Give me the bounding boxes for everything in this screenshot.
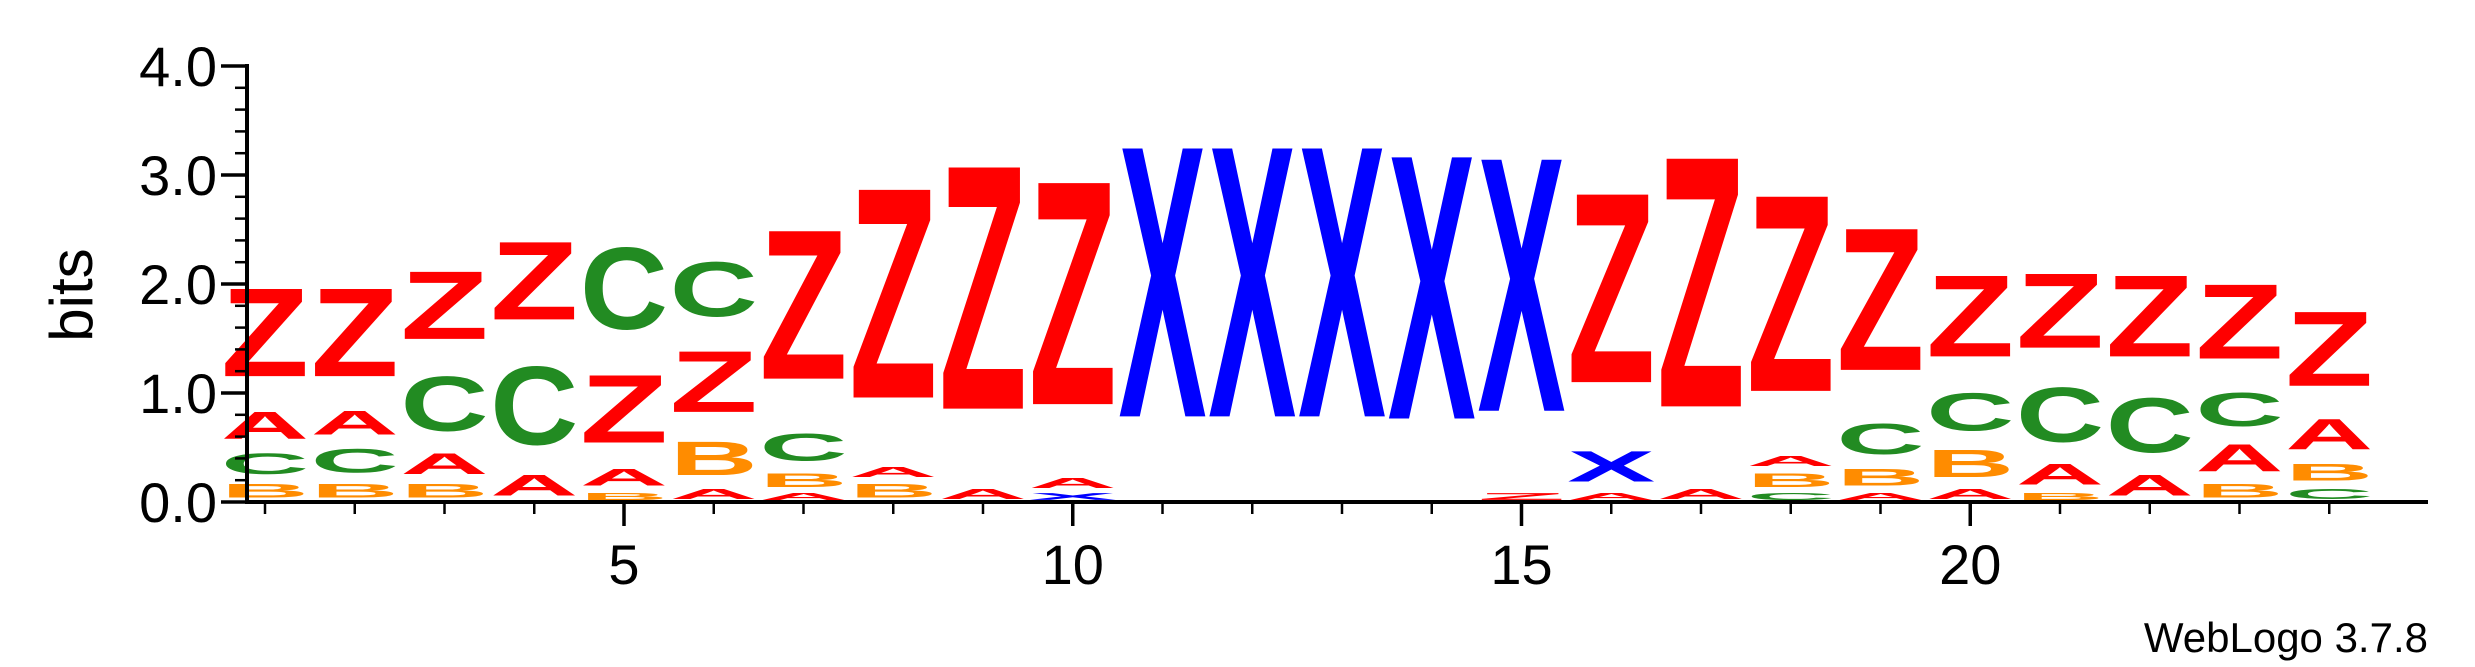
y-tick-label: 1.0 [139, 362, 217, 425]
logo-letter-z: Z [760, 185, 848, 424]
logo-letter-z: Z [939, 92, 1027, 483]
logo-letter-x: X [1388, 77, 1477, 500]
logo-letter-b: B [401, 480, 489, 502]
logo-letter-a: A [1657, 486, 1745, 502]
logo-letter-x: X [1567, 442, 1655, 491]
logo-letter-z: Z [580, 355, 668, 463]
logo-letter-c: C [2016, 370, 2104, 458]
logo-letter-a: A [2196, 437, 2284, 480]
x-tick-label: 10 [1042, 533, 1104, 596]
logo-letter-b: B [670, 431, 758, 486]
logo-letter-z: Z [1029, 114, 1117, 473]
logo-letter-c: C [221, 447, 309, 480]
logo-letter-z: Z [1478, 491, 1566, 502]
logo-letter-x: X [1298, 64, 1387, 499]
logo-axes: 0.0 1.0 2.0 3.0 4.0 5 10 15 20 [139, 35, 2428, 596]
logo-letter-a: A [1926, 486, 2014, 502]
logo-letter-b: B [2196, 480, 2284, 502]
logo-letter-z: Z [849, 126, 937, 463]
logo-letter-b: B [2285, 458, 2373, 485]
logo-letter-a: A [311, 404, 399, 442]
logo-letter-z: Z [490, 219, 578, 344]
logo-letter-x: X [1208, 64, 1297, 499]
logo-letter-c: C [2196, 382, 2284, 437]
logo-letter-b: B [1926, 442, 2014, 485]
logo-letter-a: A [401, 447, 489, 480]
logo-letter-c: C [401, 360, 489, 448]
logo-letter-c: C [490, 343, 578, 468]
logo-letter-a: A [2016, 458, 2104, 491]
logo-letter-b: B [311, 480, 399, 502]
y-tick-label: 0.0 [139, 471, 217, 534]
logo-letter-c: C [1837, 415, 1925, 464]
logo-letter-a: A [1567, 491, 1655, 502]
logo-letter-z: Z [2016, 251, 2104, 371]
logo-letter-a: A [1837, 491, 1925, 502]
logo-letter-z: Z [401, 252, 489, 360]
logo-letter-b: B [849, 480, 937, 502]
logo-letter-b: B [1837, 464, 1925, 491]
y-tick-label: 3.0 [139, 144, 217, 207]
logo-letter-b: B [221, 480, 309, 502]
logo-letter-a: A [849, 464, 937, 480]
x-tick-label: 15 [1490, 533, 1552, 596]
logo-letter-z: Z [1926, 250, 2014, 381]
logo-letter-a: A [1029, 475, 1117, 491]
weblogo-version-label: WebLogo 3.7.8 [2144, 614, 2428, 661]
logo-letter-a: A [670, 486, 758, 502]
logo-letter-c: C [311, 442, 399, 480]
logo-letter-a: A [760, 491, 848, 502]
logo-letter-a: A [2285, 410, 2373, 459]
logo-letter-z: Z [1657, 82, 1745, 484]
logo-letter-b: B [2016, 491, 2104, 502]
y-axis-label: bits [38, 248, 105, 341]
logo-letter-c: C [670, 245, 758, 333]
logo-letter-z: Z [2106, 250, 2194, 381]
logo-letter-c: C [1926, 382, 2014, 442]
logo-letter-c: C [2285, 486, 2373, 502]
logo-letter-a: A [580, 464, 668, 491]
logo-letter-z: Z [2196, 262, 2284, 382]
logo-letter-b: B [580, 491, 668, 502]
logo-letter-x: X [1478, 82, 1567, 489]
logo-letter-a: A [490, 469, 578, 502]
y-tick-label: 2.0 [139, 253, 217, 316]
logo-letter-a: A [1747, 453, 1835, 469]
logo-letter-c: C [760, 426, 848, 469]
x-tick-label: 5 [608, 533, 639, 596]
logo-letter-c: C [580, 224, 668, 354]
logo-letter-z: Z [2285, 289, 2373, 409]
logo-letter-z: Z [1747, 136, 1835, 451]
logo-letter-c: C [1747, 491, 1835, 502]
logo-letter-x: X [1029, 491, 1117, 502]
logo-letter-z: Z [1837, 186, 1925, 414]
logo-letter-b: B [760, 469, 848, 491]
y-tick-label: 4.0 [139, 35, 217, 98]
logo-letter-b: B [1747, 469, 1835, 491]
logo-letter-x: X [1119, 64, 1208, 499]
logo-letter-z: Z [311, 261, 399, 403]
logo-letter-a: A [221, 404, 309, 447]
logo-letter-a: A [2106, 469, 2194, 502]
x-tick-label: 20 [1939, 533, 2001, 596]
logo-letter-a: A [939, 486, 1027, 502]
logo-letter-z: Z [1567, 137, 1655, 441]
logo-letter-c: C [2106, 381, 2194, 469]
logo-letter-z: Z [670, 333, 758, 431]
